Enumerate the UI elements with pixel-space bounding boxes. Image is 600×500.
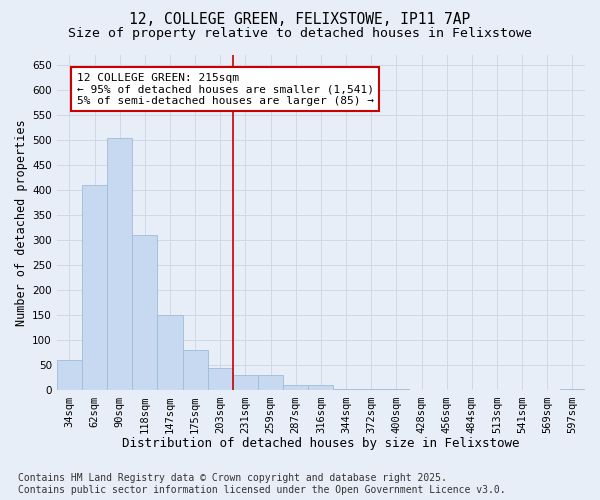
Bar — [208, 368, 233, 390]
Bar — [132, 236, 157, 390]
X-axis label: Distribution of detached houses by size in Felixstowe: Distribution of detached houses by size … — [122, 437, 520, 450]
Bar — [182, 350, 208, 391]
Bar — [359, 389, 384, 390]
Bar — [82, 185, 107, 390]
Bar — [308, 386, 334, 390]
Bar — [258, 376, 283, 390]
Bar — [283, 386, 308, 390]
Bar — [57, 360, 82, 390]
Bar — [107, 138, 132, 390]
Bar — [233, 376, 258, 390]
Text: 12, COLLEGE GREEN, FELIXSTOWE, IP11 7AP: 12, COLLEGE GREEN, FELIXSTOWE, IP11 7AP — [130, 12, 470, 28]
Text: Size of property relative to detached houses in Felixstowe: Size of property relative to detached ho… — [68, 28, 532, 40]
Y-axis label: Number of detached properties: Number of detached properties — [15, 120, 28, 326]
Bar — [334, 389, 359, 390]
Text: Contains HM Land Registry data © Crown copyright and database right 2025.
Contai: Contains HM Land Registry data © Crown c… — [18, 474, 506, 495]
Text: 12 COLLEGE GREEN: 215sqm
← 95% of detached houses are smaller (1,541)
5% of semi: 12 COLLEGE GREEN: 215sqm ← 95% of detach… — [77, 72, 374, 106]
Bar — [157, 316, 182, 390]
